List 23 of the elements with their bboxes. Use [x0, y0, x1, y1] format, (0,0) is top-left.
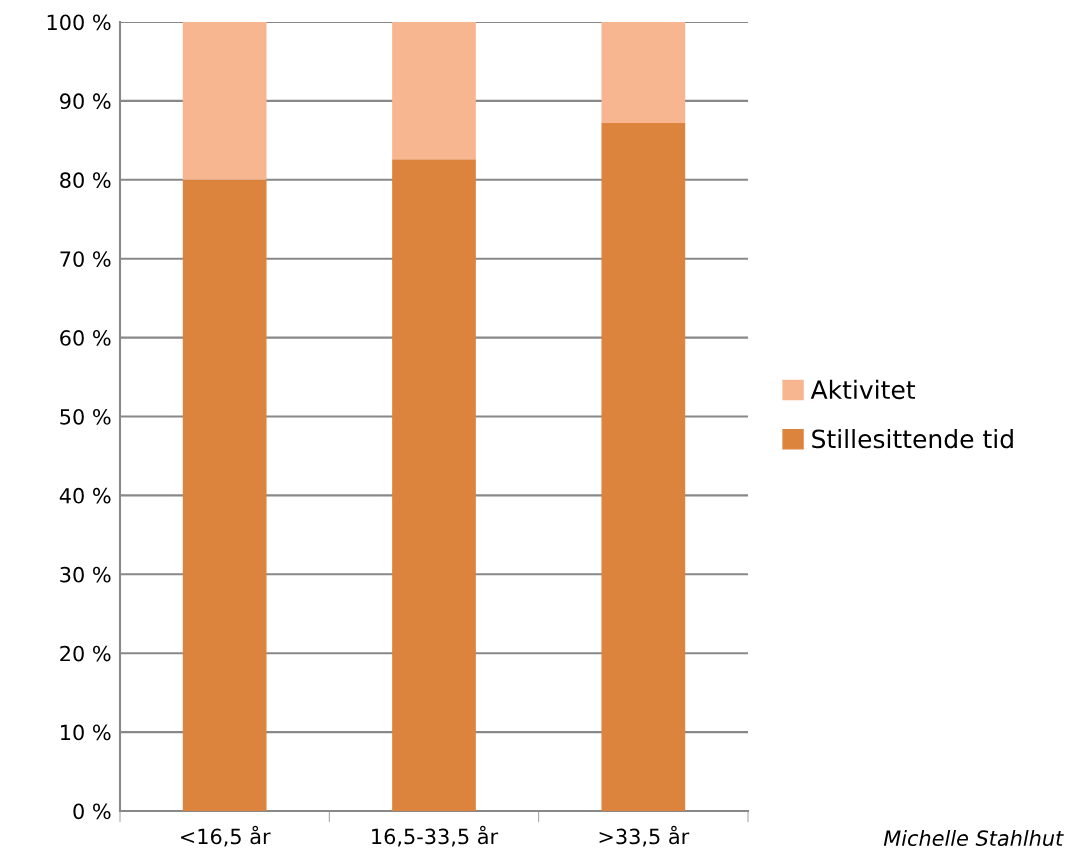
bar — [392, 22, 476, 160]
bar — [182, 22, 267, 180]
y-tick-label: 60 % — [60, 330, 111, 346]
bar — [601, 122, 686, 811]
y-tick-label: 50 % — [60, 408, 111, 425]
y-tick-label: 10 % — [61, 724, 111, 741]
legend-label: Aktivitet — [810, 379, 916, 400]
text: Michelle Stahlhut — [883, 829, 1064, 847]
y-tick-label: 40 % — [59, 487, 111, 504]
legend-label: Stillesittende tid — [812, 429, 1013, 449]
y-tick-label: 30 % — [60, 566, 111, 583]
y-tick-label: 80 % — [60, 172, 111, 189]
bar — [182, 179, 267, 811]
y-tick-label: 70 % — [60, 251, 111, 267]
y-tick-label: 90 % — [60, 93, 111, 110]
y-tick-label: 0 % — [73, 803, 111, 820]
x-tick-label: >33,5 år — [599, 825, 690, 847]
bar — [392, 159, 476, 811]
y-tick-label: 100 % — [47, 14, 111, 31]
bar — [601, 22, 686, 123]
x-tick-label: <16,5 år — [180, 825, 271, 847]
y-tick-label: 20 % — [60, 645, 111, 662]
x-tick-label: 16,5-33,5 år — [372, 825, 499, 847]
